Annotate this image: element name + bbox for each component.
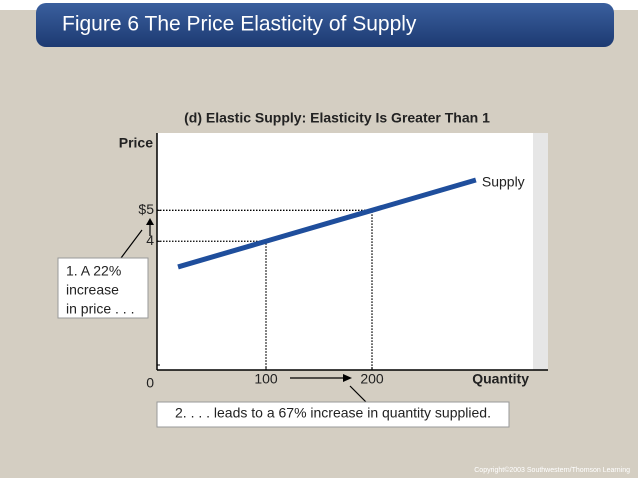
y-tick-label: 4 [146, 232, 154, 248]
y-tick-label: $5 [138, 201, 154, 217]
callout-line [349, 385, 367, 403]
price-arrow-head [146, 218, 154, 225]
supply-line [177, 177, 477, 270]
y-axis-label: Price [119, 135, 153, 151]
annotation: 2. . . . leads to a 67% increase in quan… [175, 405, 491, 421]
annotation-box [57, 257, 149, 319]
annotation: in price . . . [66, 301, 134, 317]
annotation-box [156, 401, 510, 428]
x-tick-label: 200 [360, 371, 384, 387]
subtitle: (d) Elastic Supply: Elasticity Is Greate… [184, 110, 490, 126]
copyright: Copyright©2003 Southwestern/Thomson Lear… [474, 466, 630, 474]
plot-area [157, 133, 548, 370]
x-tick-label: 100 [254, 371, 278, 387]
header-title: Figure 6 The Price Elasticity of Supply [62, 13, 417, 36]
annotation: increase [66, 282, 119, 298]
header-bar [36, 3, 614, 47]
callout-line [117, 229, 143, 263]
guide-line [157, 209, 373, 370]
x-axis-label: Quantity [472, 371, 529, 387]
series-label: Supply [482, 174, 525, 190]
quantity-arrow-head [343, 374, 352, 382]
annotation: 1. A 22% [66, 263, 121, 279]
y-tick-label: 0 [146, 375, 154, 391]
plot-edge [533, 133, 548, 370]
